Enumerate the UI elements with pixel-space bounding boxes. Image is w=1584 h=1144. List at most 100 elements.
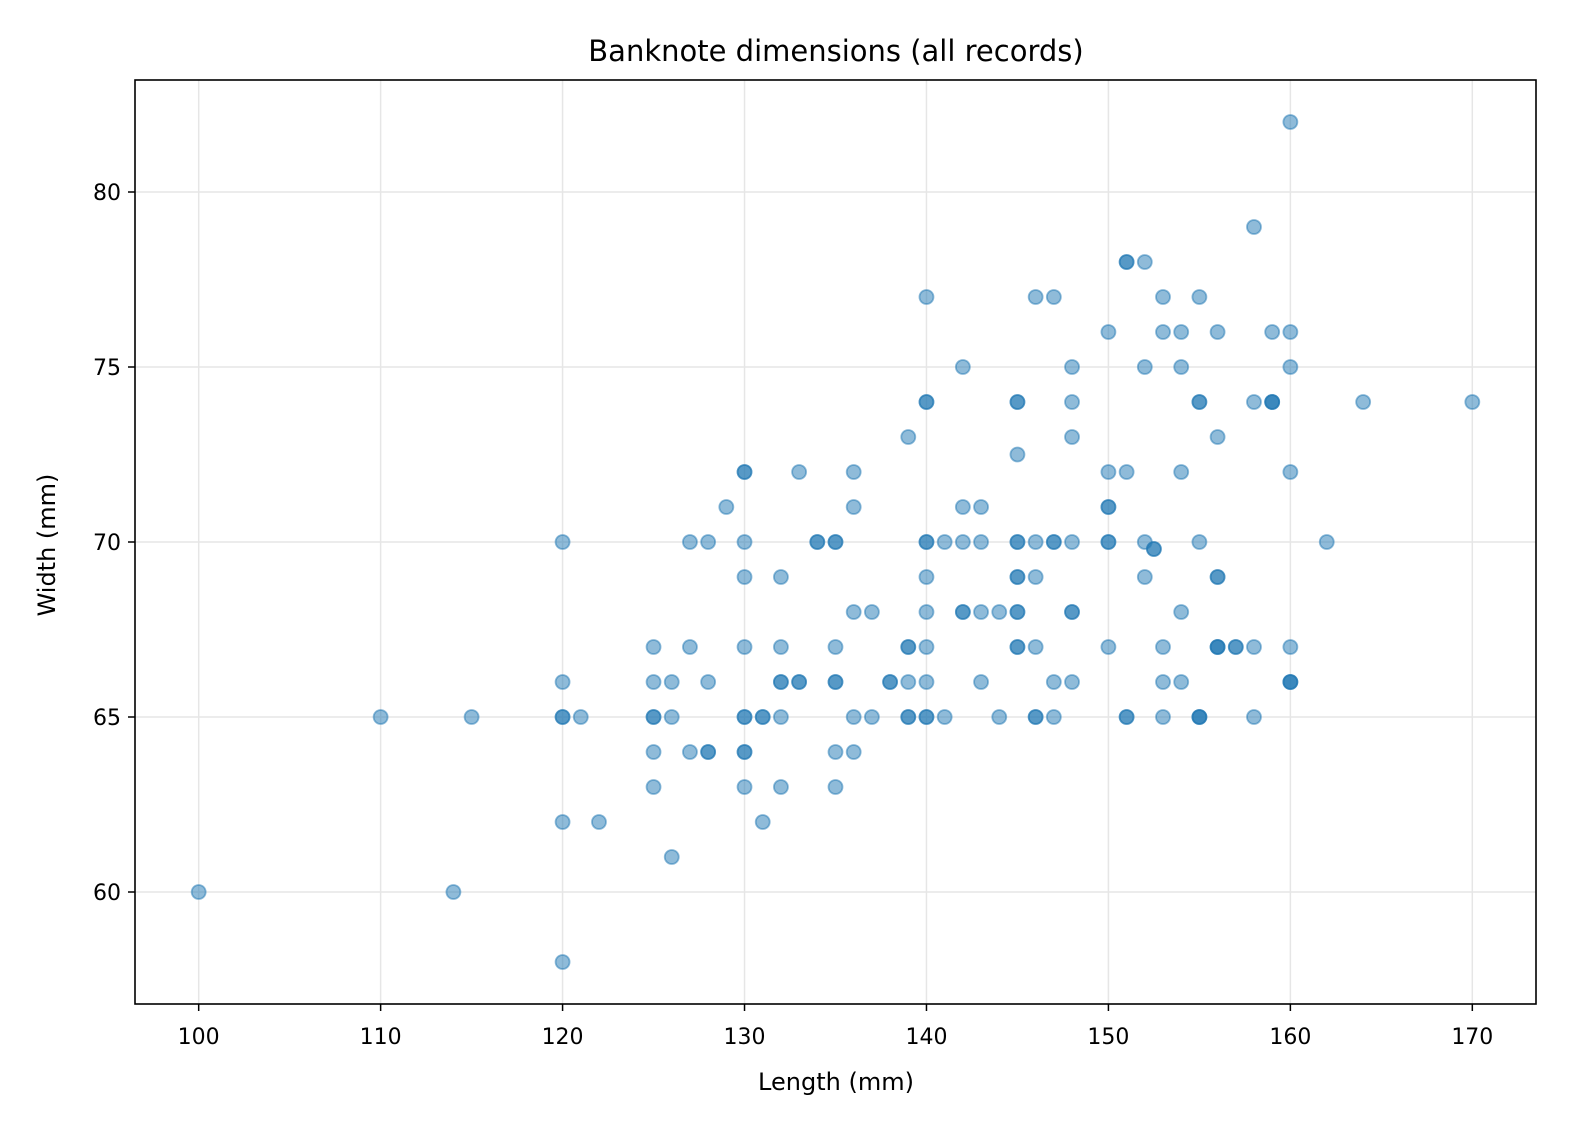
scatter-point	[1027, 534, 1044, 550]
scatter-point	[1173, 674, 1190, 690]
x-tick-label: 100	[178, 1025, 220, 1050]
scatter-point	[1155, 289, 1171, 305]
scatter-point	[973, 604, 989, 620]
scatter-point	[1191, 394, 1208, 410]
scatter-point	[463, 709, 480, 725]
scatter-point	[736, 464, 753, 480]
y-tick-label: 65	[93, 706, 121, 731]
scatter-point	[445, 884, 462, 900]
scatter-point	[1027, 289, 1044, 305]
scatter-point	[936, 709, 953, 725]
data-points	[190, 114, 1481, 970]
scatter-point	[645, 674, 662, 690]
scatter-point	[554, 954, 571, 970]
scatter-point	[1246, 219, 1262, 235]
scatter-point	[1464, 394, 1481, 410]
x-axis-label: Length (mm)	[758, 1068, 914, 1096]
scatter-point	[1146, 541, 1162, 557]
scatter-point	[900, 429, 917, 445]
scatter-point	[1246, 639, 1262, 655]
scatter-point	[1100, 639, 1117, 655]
scatter-point	[700, 744, 717, 760]
scatter-point	[1100, 534, 1117, 550]
scatter-point	[1064, 394, 1080, 410]
scatter-point	[190, 884, 207, 900]
scatter-point	[936, 534, 953, 550]
scatter-point	[1009, 639, 1026, 655]
scatter-point	[1155, 709, 1171, 725]
scatter-point	[1282, 324, 1299, 340]
scatter-point	[791, 674, 808, 690]
x-tick-label: 170	[1451, 1025, 1493, 1050]
scatter-point	[736, 639, 753, 655]
scatter-point	[1155, 674, 1171, 690]
scatter-point	[1282, 114, 1299, 130]
scatter-point	[1209, 569, 1226, 585]
scatter-point	[736, 569, 753, 585]
scatter-point	[663, 674, 680, 690]
scatter-point	[1318, 534, 1335, 550]
scatter-point	[1282, 674, 1299, 690]
scatter-point	[1355, 394, 1372, 410]
scatter-point	[572, 709, 589, 725]
scatter-point	[918, 394, 935, 410]
y-tick-label: 75	[93, 356, 121, 381]
chart-title: Banknote dimensions (all records)	[588, 34, 1083, 68]
scatter-point	[1064, 674, 1080, 690]
scatter-point	[1009, 446, 1026, 463]
x-tick-label: 110	[360, 1025, 402, 1050]
scatter-point	[1027, 639, 1044, 655]
scatter-point	[918, 289, 935, 305]
scatter-point	[682, 639, 698, 655]
scatter-point	[1045, 674, 1062, 690]
scatter-point	[863, 604, 880, 620]
scatter-point	[845, 499, 862, 515]
scatter-point	[1045, 709, 1062, 725]
scatter-point	[973, 499, 989, 515]
scatter-point	[1264, 394, 1281, 410]
scatter-point	[1136, 569, 1153, 585]
scatter-point	[773, 709, 789, 725]
scatter-point	[736, 779, 753, 795]
scatter-point	[663, 849, 680, 865]
scatter-point	[1209, 324, 1226, 340]
scatter-point	[827, 639, 844, 655]
scatter-point	[1173, 359, 1190, 375]
scatter-point	[845, 604, 862, 620]
scatter-point	[1100, 499, 1117, 515]
scatter-point	[1282, 359, 1299, 375]
scatter-point	[591, 814, 607, 830]
scatter-point	[1118, 254, 1135, 270]
scatter-point	[754, 709, 771, 725]
scatter-point	[845, 464, 862, 480]
scatter-point	[1118, 464, 1135, 480]
scatter-point	[827, 779, 844, 795]
scatter-point	[645, 709, 662, 725]
scatter-point	[663, 709, 680, 725]
scatter-point	[1045, 534, 1062, 550]
scatter-point	[1009, 394, 1026, 410]
scatter-point	[773, 639, 789, 655]
scatter-point	[554, 814, 571, 830]
scatter-point	[954, 534, 971, 550]
y-tick-label: 60	[93, 881, 121, 906]
scatter-point	[973, 674, 989, 690]
x-tick-label: 120	[542, 1025, 584, 1050]
scatter-point	[754, 814, 771, 830]
scatter-point	[1191, 709, 1208, 725]
scatter-point	[1209, 639, 1226, 655]
scatter-point	[554, 534, 571, 550]
scatter-point	[1027, 569, 1044, 585]
scatter-point	[900, 639, 917, 655]
scatter-point	[827, 534, 844, 550]
scatter-point	[918, 534, 935, 550]
scatter-point	[809, 534, 826, 550]
scatter-point	[954, 604, 971, 620]
scatter-point	[1064, 534, 1080, 550]
y-axis-ticks: 60 65 70 75 80	[93, 181, 135, 906]
x-tick-label: 150	[1087, 1025, 1129, 1050]
scatter-point	[1100, 464, 1117, 480]
scatter-point	[718, 499, 735, 515]
scatter-point	[918, 639, 935, 655]
scatter-point	[1264, 324, 1281, 340]
